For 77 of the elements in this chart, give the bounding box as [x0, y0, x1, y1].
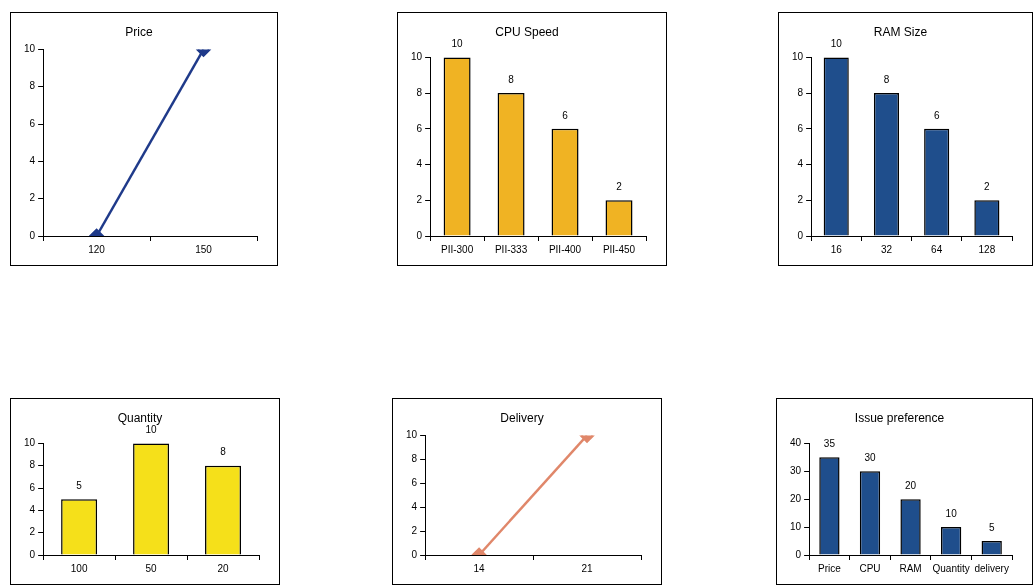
y-tick-label: 2	[411, 524, 418, 536]
y-tick-label: 4	[29, 504, 36, 516]
y-tick-label: 10	[24, 43, 36, 55]
y-tick-label: 4	[29, 155, 36, 167]
y-tick-label: 10	[406, 429, 418, 441]
y-tick-label: 0	[29, 229, 36, 241]
y-tick-label: 2	[29, 192, 36, 204]
x-tick-label: 16	[830, 243, 843, 255]
y-tick-label: 8	[797, 86, 804, 98]
data-label: 5	[988, 521, 995, 533]
y-tick-label: 6	[797, 122, 804, 134]
y-tick-label: 8	[411, 453, 418, 465]
y-tick-label: 0	[29, 548, 36, 560]
x-tick-label: PII-333	[494, 243, 528, 255]
y-tick-label: 10	[24, 437, 36, 449]
x-tick-label: CPU	[859, 562, 881, 574]
y-tick-label: 10	[792, 51, 804, 63]
y-tick-label: 6	[416, 122, 423, 134]
y-tick-label: 0	[795, 548, 802, 560]
y-tick-label: 4	[416, 158, 423, 170]
data-label: 2	[616, 181, 623, 193]
data-label: 5	[76, 479, 83, 491]
y-tick-label: 8	[29, 459, 36, 471]
x-tick-label: Quantity	[932, 562, 970, 574]
x-tick-label: Price	[818, 562, 842, 574]
data-label: 10	[451, 38, 464, 50]
y-tick-label: 0	[416, 229, 423, 241]
y-tick-label: 8	[416, 86, 423, 98]
x-tick-label: 50	[145, 562, 158, 574]
y-tick-label: 4	[411, 500, 418, 512]
data-label: 10	[145, 424, 158, 436]
x-tick-label: 100	[70, 562, 88, 574]
y-tick-label: 6	[29, 481, 36, 493]
data-label: 8	[220, 446, 227, 458]
x-tick-label: 150	[195, 243, 213, 255]
y-tick-label: 0	[797, 229, 804, 241]
data-label: 30	[864, 452, 876, 464]
x-tick-label: PII-300	[440, 243, 474, 255]
data-label: 6	[562, 109, 569, 121]
data-label: 10	[945, 507, 958, 519]
y-tick-label: 20	[790, 492, 802, 504]
x-tick-label: PII-450	[602, 243, 636, 255]
data-label: 6	[933, 109, 940, 121]
x-tick-label: delivery	[974, 562, 1009, 574]
x-tick-label: 21	[581, 562, 594, 574]
y-tick-label: 40	[790, 437, 802, 449]
data-label: 8	[883, 73, 890, 85]
chart-title: Price	[125, 24, 153, 39]
y-tick-label: 30	[790, 465, 802, 477]
chart-title: CPU Speed	[495, 24, 559, 39]
x-tick-label: 120	[88, 243, 106, 255]
y-tick-label: 6	[411, 476, 418, 488]
x-tick-label: PII-400	[548, 243, 582, 255]
y-tick-label: 10	[790, 520, 802, 532]
x-tick-label: 14	[473, 562, 486, 574]
data-label: 35	[823, 438, 836, 450]
y-tick-label: 4	[797, 158, 804, 170]
y-tick-label: 2	[416, 194, 423, 206]
data-label: 2	[984, 181, 991, 193]
x-tick-label: 20	[217, 562, 230, 574]
x-tick-label: 64	[931, 243, 943, 255]
x-tick-label: 128	[978, 243, 996, 255]
x-tick-label: RAM	[899, 562, 922, 574]
y-tick-label: 6	[29, 117, 36, 129]
y-tick-label: 2	[29, 526, 36, 538]
chart-title: Issue preference	[854, 410, 945, 425]
y-tick-label: 0	[411, 548, 418, 560]
x-tick-label: 32	[880, 243, 893, 255]
chart-title: RAM Size	[873, 24, 928, 39]
chart-title: Quantity	[117, 410, 163, 425]
data-label: 10	[830, 38, 843, 50]
data-label: 8	[508, 73, 515, 85]
data-label: 20	[905, 479, 917, 491]
y-tick-label: 8	[29, 80, 36, 92]
y-tick-label: 2	[797, 194, 804, 206]
chart-title: Delivery	[500, 410, 544, 425]
y-tick-label: 10	[411, 51, 423, 63]
